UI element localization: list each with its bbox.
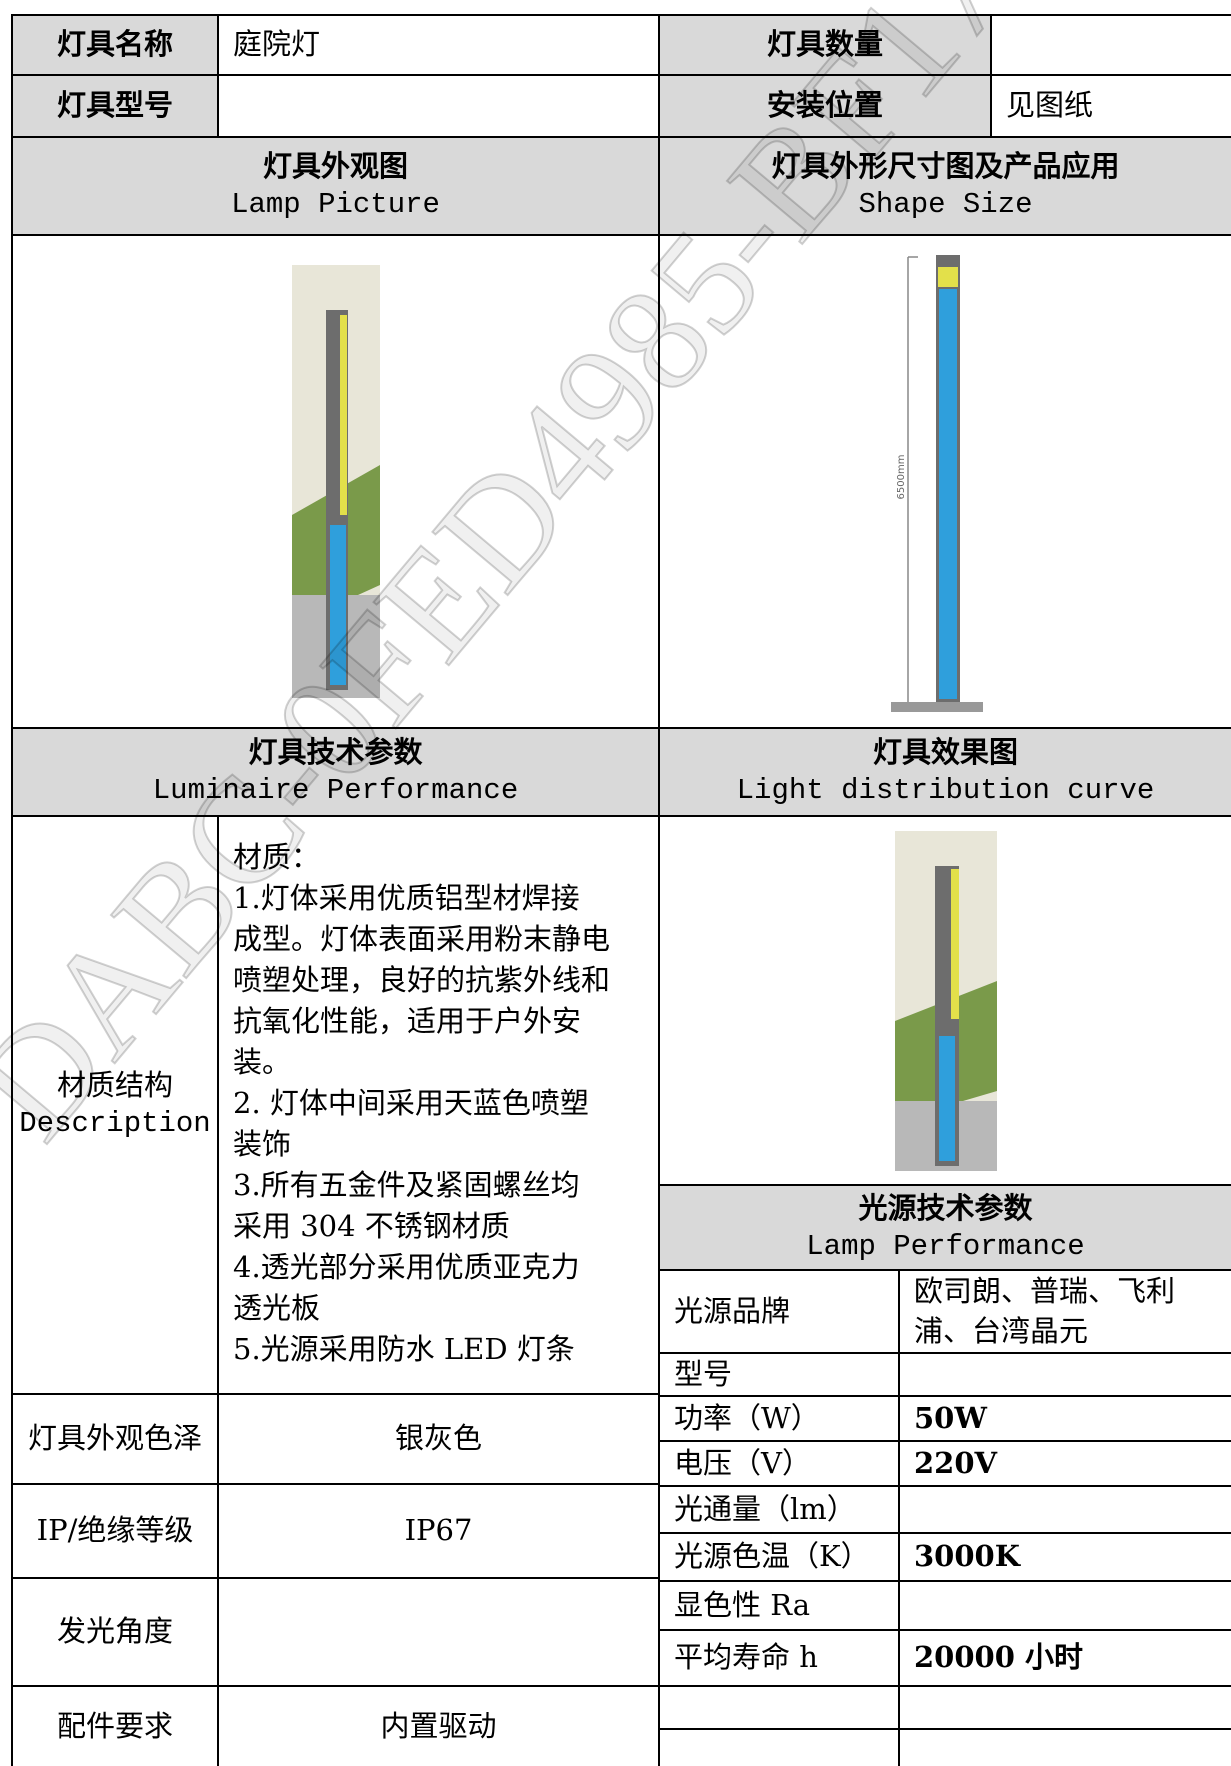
shape [938,1035,955,1161]
section-subtitle: Shape Size [858,188,1033,221]
label-cell: 光源色温（K） [660,1534,900,1582]
label-cell: 平均寿命 h [660,1631,900,1687]
label-text: 材质结构 [56,1068,173,1103]
section-title: 灯具外形尺寸图及产品应用 [771,149,1120,184]
shape [937,266,958,287]
blank-cell [660,1730,900,1766]
effect-picture [894,830,997,1171]
label-cell: IP/绝缘等级 [13,1485,219,1579]
lamp-picture [291,265,380,698]
label-cell: 光通量（lm） [660,1487,900,1534]
value-cell: 20000 小时 [900,1631,1231,1687]
effect-cell [660,817,1231,1186]
description-line: 2. 灯体中间采用天蓝色喷塑 [233,1086,589,1120]
blank-cell [660,1687,900,1730]
description-cell: 材质： 1.灯体采用优质铝型材焊接 成型。灯体表面采用粉末静电 喷塑处理，良好的抗紫外… [219,817,660,1395]
value-cell: IP67 [219,1485,660,1579]
shape [890,701,983,712]
label-cell: 灯具数量 [660,16,992,76]
value-cell: 银灰色 [219,1395,660,1485]
label-cell: 灯具外观色泽 [13,1395,219,1485]
description-line: 4.透光部分采用优质亚克力 [233,1250,580,1284]
dimension-drawing: 6500mm [890,254,983,712]
value-cell: 庭院灯 [219,16,660,76]
section-title: 灯具技术参数 [248,735,423,770]
blank-cell [900,1687,1231,1730]
shape [329,525,346,685]
section-title: 灯具外观图 [262,149,408,184]
value-cell: 220V [900,1442,1231,1487]
description-line: 抗氧化性能，适用于户外安 [233,1004,582,1038]
value-cell: 欧司朗、普瑞、飞利浦、台湾晶元 [900,1271,1231,1354]
value-cell [900,1582,1231,1631]
label-cell: 显色性 Ra [660,1582,900,1631]
section-header: 光源技术参数 Lamp Performance [660,1186,1231,1271]
section-header: 灯具外观图 Lamp Picture [13,138,660,236]
description-line: 3.所有五金件及紧固螺丝均 [233,1168,580,1202]
section-header: 灯具外形尺寸图及产品应用 Shape Size [660,138,1231,236]
section-header: 灯具效果图 Light distribution curve [660,729,1231,817]
description-line: 5.光源采用防水 LED 灯条 [233,1332,575,1366]
value-cell [900,1354,1231,1397]
value-cell: 内置驱动 [219,1687,660,1766]
description-line: 成型。灯体表面采用粉末静电 [233,922,611,956]
label-cell: 功率（W） [660,1397,900,1442]
value-cell [219,1579,660,1687]
description-line: 喷塑处理，良好的抗紫外线和 [233,963,611,997]
spec-table: 灯具名称 庭院灯 灯具数量 灯具型号 安装位置 见图纸 灯具外观图 Lamp P… [11,14,1231,1766]
section-header: 灯具技术参数 Luminaire Performance [13,729,660,817]
value-cell [992,16,1231,76]
value-cell: 见图纸 [992,76,1231,138]
dimension-label: 6500mm [896,454,907,499]
description-line: 装饰 [233,1127,292,1161]
section-subtitle: Luminaire Performance [152,774,519,807]
label-cell: 配件要求 [13,1687,219,1766]
value-cell: 3000K [900,1534,1231,1582]
label-cell: 电压（V） [660,1442,900,1487]
label-cell: 灯具名称 [13,16,219,76]
label-cell: 型号 [660,1354,900,1397]
section-title: 光源技术参数 [858,1190,1033,1225]
section-title: 灯具效果图 [872,735,1018,770]
label-cell: 发光角度 [13,1579,219,1687]
label-cell: 光源品牌 [660,1271,900,1354]
description-line: 采用 304 不锈钢材质 [233,1209,510,1243]
description-line: 装。 [233,1045,292,1079]
section-subtitle: Lamp Picture [231,188,440,221]
shape [339,315,347,515]
shape [938,288,957,699]
label-text-en: Description [19,1107,211,1140]
value-cell [219,76,660,138]
label-cell: 灯具型号 [13,76,219,138]
dimension-cell: 6500mm [660,236,1231,729]
label-cell: 材质结构 Description [13,817,219,1395]
label-cell: 安装位置 [660,76,992,138]
section-subtitle: Light distribution curve [736,774,1155,807]
description-line: 材质： [233,840,321,874]
shape [950,868,959,1019]
description-line: 1.灯体采用优质铝型材焊接 [233,881,580,915]
blank-cell [900,1730,1231,1766]
section-subtitle: Lamp Performance [806,1229,1085,1263]
description-line: 透光板 [233,1291,321,1325]
value-cell: 50W [900,1397,1231,1442]
value-cell [900,1487,1231,1534]
picture-cell [13,236,660,729]
